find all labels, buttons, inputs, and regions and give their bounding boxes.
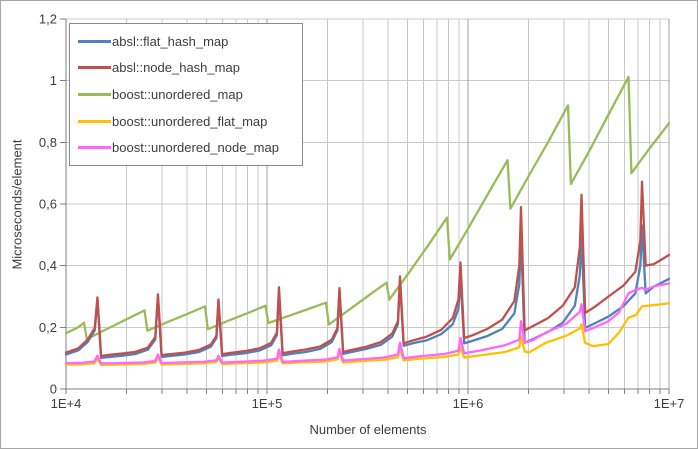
y-axis-title: Microseconds/element (9, 139, 25, 270)
series-line-absl-flat-hash-map (64, 224, 671, 360)
y-tick-label: 1,2 (39, 12, 57, 27)
legend-item-boost-unordered-flat-map: boost::unordered_flat_map (78, 114, 302, 129)
legend-item-boost-unordered-map: boost::unordered_map (78, 87, 302, 102)
series-line-boost-unordered-node-map (64, 282, 671, 365)
legend-label: boost::unordered_map (112, 86, 243, 102)
series-lines (64, 75, 671, 367)
legend: absl::flat_hash_map absl::node_hash_map … (69, 23, 303, 166)
legend-label: absl::node_hash_map (112, 60, 240, 76)
y-tick-label: 0,6 (39, 197, 57, 212)
series-line-absl-node-hash-map (64, 180, 671, 358)
x-axis-title: Number of elements (309, 422, 427, 437)
legend-swatch-icon (78, 119, 111, 123)
x-tick-label: 1E+7 (654, 396, 685, 411)
legend-item-absl-flat-hash-map: absl::flat_hash_map (78, 34, 302, 49)
x-tick-label: 1E+5 (252, 396, 283, 411)
legend-label: boost::unordered_flat_map (112, 113, 268, 129)
y-tick-label: 0,2 (39, 320, 57, 335)
axes (60, 18, 670, 394)
y-tick-label: 0,8 (39, 135, 57, 150)
legend-label: absl::flat_hash_map (112, 33, 229, 49)
legend-swatch-icon (78, 92, 111, 96)
legend-label: boost::unordered_node_map (112, 140, 279, 156)
legend-swatch-icon (78, 146, 111, 150)
legend-swatch-icon (78, 39, 111, 43)
series-line-boost-unordered-map (64, 75, 671, 341)
x-tick-label: 1E+6 (453, 396, 484, 411)
x-tick-label: 1E+4 (51, 396, 82, 411)
y-tick-label: 1 (50, 73, 57, 88)
tick-labels: 0 0,2 0,4 0,6 0,8 1 1,2 1E+4 1E+5 1E+6 1E+7 (39, 12, 684, 412)
legend-item-absl-node-hash-map: absl::node_hash_map (78, 60, 302, 75)
y-tick-label: 0 (50, 382, 57, 397)
legend-item-boost-unordered-node-map: boost::unordered_node_map (78, 140, 302, 155)
legend-swatch-icon (78, 66, 111, 70)
y-tick-label: 0,4 (39, 258, 57, 273)
series-line-boost-unordered-flat-map (64, 302, 671, 367)
